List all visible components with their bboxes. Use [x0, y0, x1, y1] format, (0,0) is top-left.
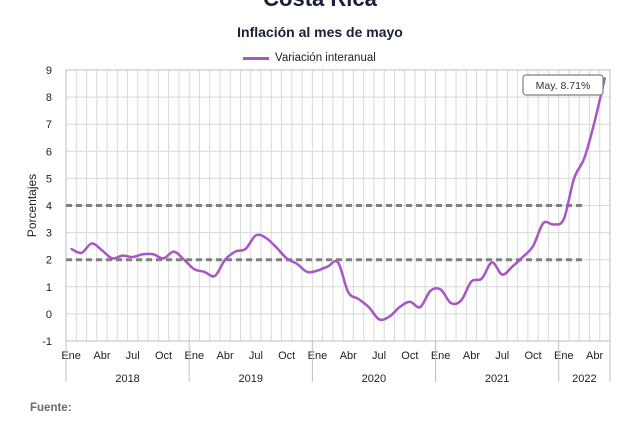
data-point: [121, 254, 124, 257]
data-point: [460, 299, 462, 302]
annotation-label: May. 8.71%: [536, 80, 591, 92]
data-point: [244, 248, 247, 250]
data-point: [183, 258, 185, 261]
x-tick-label: Abr: [340, 350, 357, 362]
data-point: [378, 318, 380, 321]
data-point: [398, 306, 401, 308]
data-point: [111, 257, 113, 260]
data-point: [193, 268, 196, 270]
x-tick-label: Abr: [93, 350, 110, 362]
data-point: [162, 257, 165, 260]
data-point: [255, 234, 257, 237]
data-point: [450, 302, 452, 304]
data-point: [367, 306, 370, 308]
x-year-label: 2022: [572, 373, 596, 385]
x-tick-label: Ene: [308, 350, 328, 362]
x-year-label: 2021: [485, 373, 509, 385]
y-tick-label: 1: [46, 282, 52, 294]
data-point: [101, 249, 103, 252]
legend-label: Variación interanual: [275, 52, 376, 64]
data-point: [583, 157, 586, 159]
data-point: [203, 271, 206, 273]
data-point: [224, 258, 226, 261]
x-tick-label: Oct: [524, 350, 541, 362]
data-point: [409, 300, 411, 303]
data-point: [521, 256, 524, 258]
data-point: [347, 291, 350, 294]
data-point: [172, 250, 175, 253]
data-point: [501, 273, 504, 276]
data-point: [439, 288, 442, 291]
x-tick-label: Jul: [126, 350, 140, 362]
x-tick-label: Ene: [554, 350, 574, 362]
data-point: [80, 252, 83, 254]
y-tick-label: -1: [42, 336, 52, 348]
y-tick-label: 5: [46, 173, 52, 185]
data-point: [429, 290, 432, 292]
y-tick-label: 3: [46, 228, 52, 240]
x-tick-label: Oct: [401, 350, 418, 362]
data-point: [337, 261, 339, 264]
data-point: [511, 265, 514, 268]
chart-title: Inflación al mes de mayo: [237, 24, 403, 40]
data-point: [296, 262, 298, 265]
y-tick-label: 0: [46, 309, 52, 321]
data-point: [542, 222, 545, 224]
data-point: [563, 218, 565, 220]
x-tick-label: Oct: [155, 350, 172, 362]
data-point: [90, 242, 93, 245]
data-point: [593, 120, 596, 123]
data-point: [70, 248, 72, 250]
x-year-label: 2020: [362, 373, 386, 385]
y-tick-label: 6: [46, 146, 52, 158]
data-point: [152, 253, 155, 256]
data-point: [491, 261, 493, 264]
y-axis-title: Porcentajes: [25, 174, 39, 237]
x-tick-label: Jul: [372, 350, 386, 362]
chart-legend: Variación interanual: [243, 50, 376, 66]
x-tick-label: Ene: [431, 350, 451, 362]
y-tick-label: 2: [46, 255, 52, 267]
y-tick-label: 8: [46, 92, 52, 104]
data-point: [131, 256, 134, 258]
x-year-label: 2019: [239, 373, 263, 385]
data-point: [357, 298, 360, 300]
x-year-label: 2018: [115, 373, 139, 385]
x-tick-label: Abr: [586, 350, 603, 362]
data-point: [285, 257, 288, 260]
x-tick-label: Jul: [495, 350, 509, 362]
data-point: [326, 265, 329, 268]
x-tick-label: Abr: [217, 350, 234, 362]
source-label: Fuente:: [30, 402, 72, 414]
y-tick-label: 4: [46, 201, 52, 213]
y-tick-label: 7: [46, 119, 52, 131]
data-point: [532, 245, 534, 247]
data-point: [470, 280, 473, 283]
y-tick-label: 9: [46, 65, 52, 77]
data-point: [419, 306, 421, 308]
data-point: [306, 271, 309, 273]
data-point: [573, 177, 575, 180]
x-tick-label: Abr: [463, 350, 480, 362]
data-point: [214, 275, 216, 277]
data-point: [234, 250, 237, 253]
annotation-leader: [602, 77, 606, 86]
data-point: [142, 253, 144, 256]
data-point: [552, 223, 555, 226]
data-point: [480, 277, 483, 280]
legend-swatch: [243, 56, 269, 60]
x-tick-label: Oct: [278, 350, 295, 362]
x-tick-label: Jul: [249, 350, 263, 362]
x-tick-label: Ene: [185, 350, 205, 362]
data-point: [316, 269, 319, 272]
series-line-variacion-interanual: [70, 77, 607, 322]
country-title: Costa Rica: [0, 0, 640, 12]
data-point: [388, 315, 391, 318]
x-tick-label: Ene: [61, 350, 81, 362]
data-point: [265, 237, 267, 239]
data-point: [275, 246, 278, 249]
